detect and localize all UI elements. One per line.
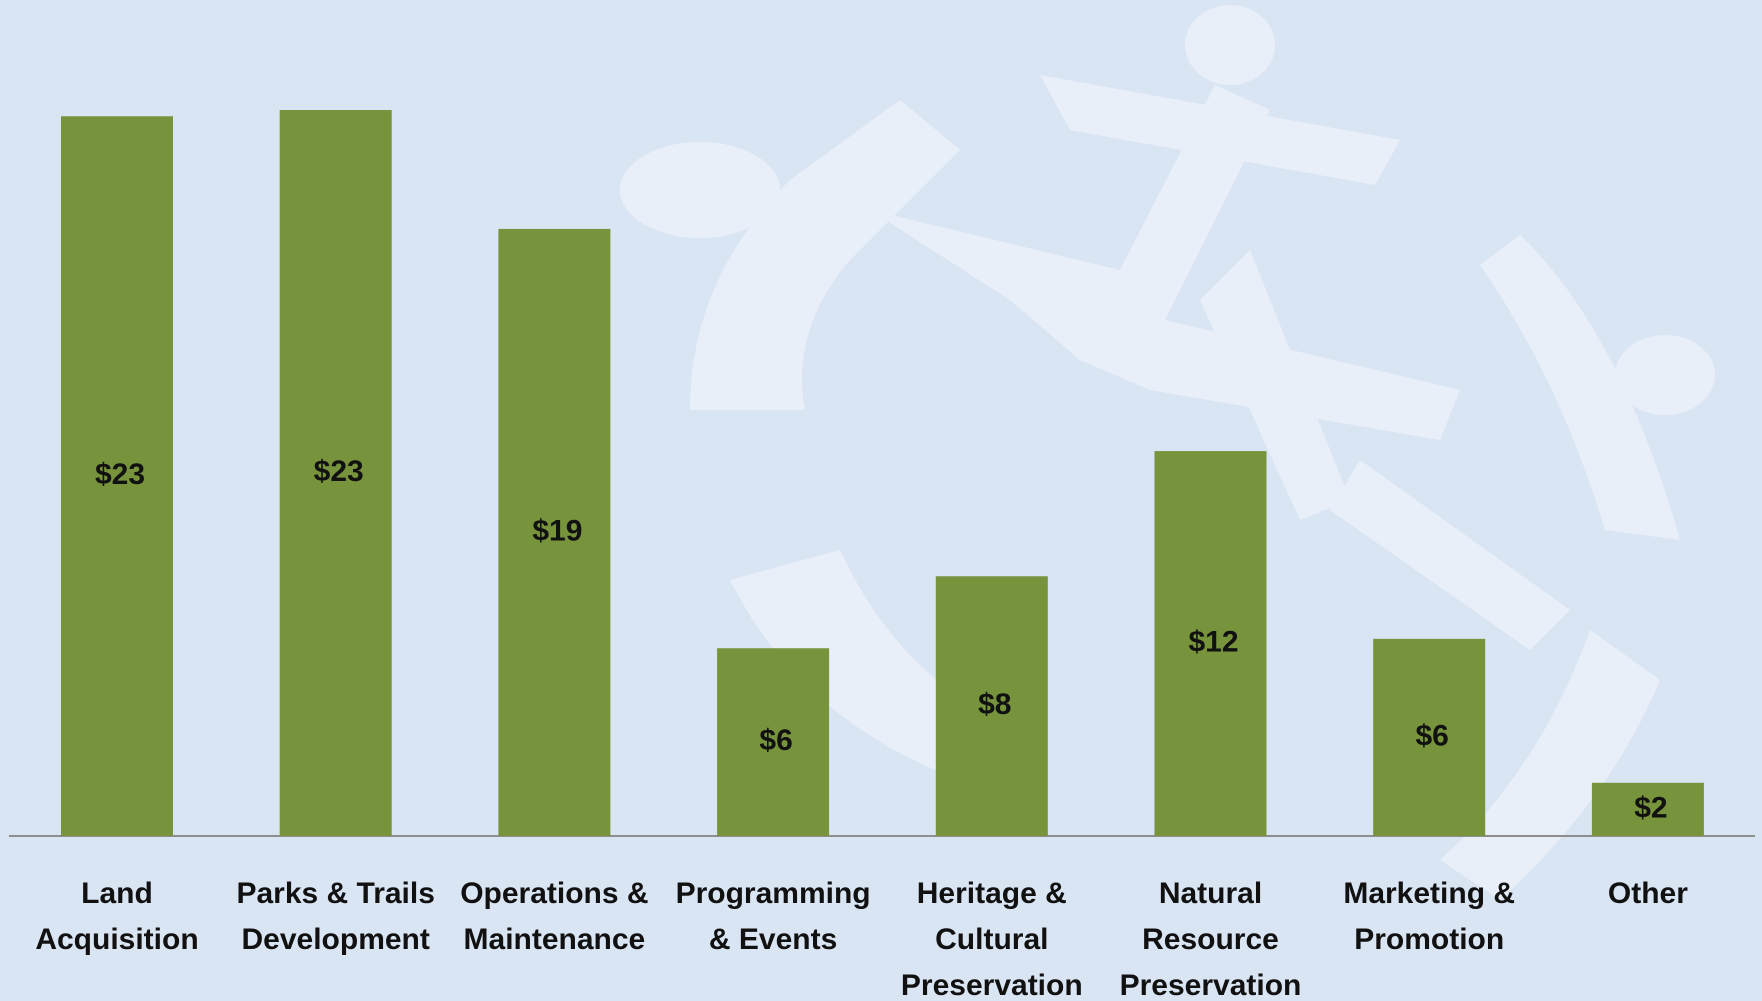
value-label: $8 (978, 688, 1011, 721)
value-label: $23 (95, 458, 145, 491)
value-label: $2 (1634, 791, 1667, 824)
value-label: $6 (759, 724, 792, 757)
x-tick-label: Parks & Trails Development (236, 877, 435, 956)
x-tick-label: Marketing & Promotion (1343, 877, 1516, 956)
x-tick-label: Programming & Events (675, 877, 871, 956)
x-tick-label: Land Acquisition (35, 877, 199, 956)
value-label: $23 (314, 455, 364, 488)
x-tick-label: Heritage & Cultural Preservation (900, 877, 1083, 1001)
bar (61, 116, 173, 837)
bar (1154, 451, 1267, 836)
value-label: $6 (1416, 719, 1449, 752)
bar (1373, 638, 1486, 836)
x-tick-label: Operations & Maintenance (460, 877, 649, 956)
value-label: $19 (532, 514, 582, 547)
x-tick-label: Other (1607, 877, 1688, 910)
bar (498, 228, 611, 836)
bar (717, 648, 830, 836)
value-label: $12 (1188, 625, 1238, 658)
bar (279, 110, 392, 836)
bar (935, 576, 1048, 836)
x-tick-label: Natural Resource Preservation (1119, 877, 1302, 1001)
bar (1591, 782, 1704, 836)
